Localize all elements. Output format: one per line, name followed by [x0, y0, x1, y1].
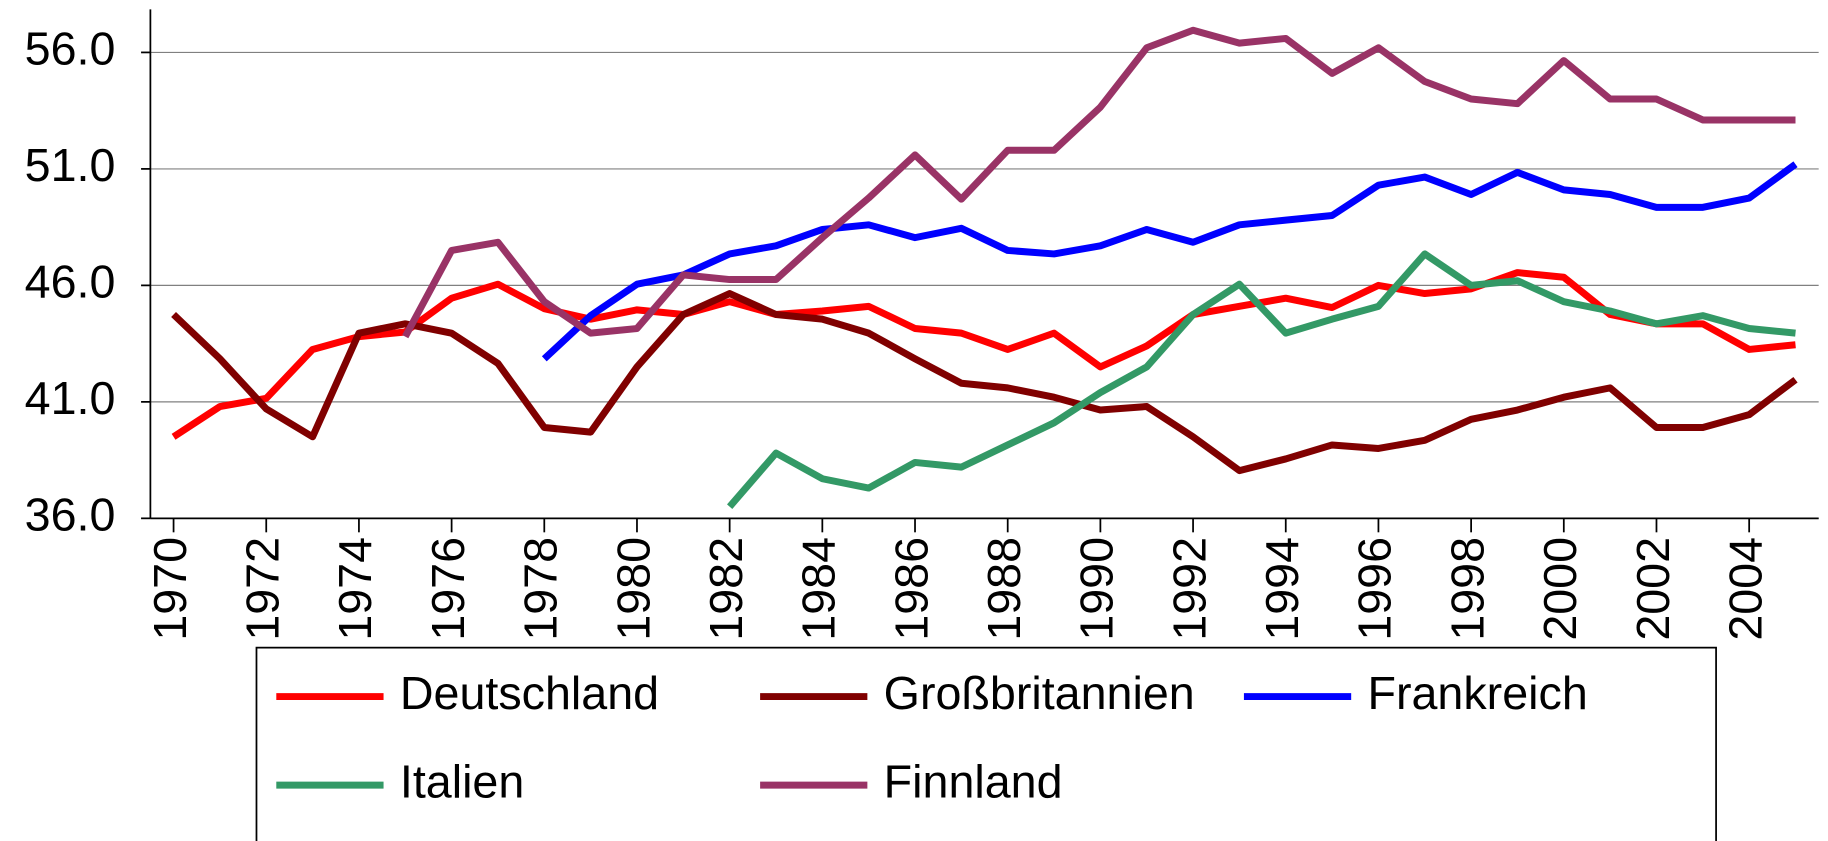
y-tick-label: 51.0 [25, 139, 116, 191]
x-tick-label: 1978 [515, 537, 567, 641]
x-tick-label: 2004 [1719, 537, 1771, 641]
x-tick-label: 1990 [1071, 537, 1123, 641]
legend: Deutschland Großbritannien Frankreich Itali… [255, 646, 1717, 841]
y-tick-label: 41.0 [25, 372, 116, 424]
y-tick-label: 46.0 [25, 256, 116, 308]
x-tick-label: 1986 [885, 537, 937, 641]
legend-label: Großbritannien [884, 667, 1195, 719]
series-line [171, 269, 1796, 440]
series-line [402, 26, 1796, 339]
x-tick-label: 1988 [978, 537, 1030, 641]
x-tick-label: 1992 [1163, 537, 1215, 641]
x-tick-label: 1998 [1441, 537, 1493, 641]
x-tick-label: 1972 [237, 537, 289, 641]
x-tick-label: 1974 [329, 537, 381, 641]
series-line [171, 290, 1798, 475]
x-tick-label: 1996 [1349, 537, 1401, 641]
series-line [727, 250, 1796, 509]
x-tick-label: 2002 [1627, 537, 1679, 641]
series-line [541, 161, 1798, 362]
x-tick-label: 1982 [700, 537, 752, 641]
legend-label: Frankreich [1368, 667, 1588, 719]
legend-label: Italien [400, 755, 524, 807]
y-tick-label: 56.0 [25, 23, 116, 75]
x-tick-label: 1976 [422, 537, 474, 641]
x-tick-label: 1980 [607, 537, 659, 641]
y-tick-label: 36.0 [25, 489, 116, 541]
legend-label: Deutschland [400, 667, 659, 719]
x-tick-label: 2000 [1534, 537, 1586, 641]
x-tick-label: 1984 [793, 537, 845, 641]
x-tick-label: 1994 [1256, 537, 1308, 641]
legend-label: Finnland [884, 755, 1063, 807]
x-tick-label: 1970 [144, 537, 196, 641]
legend-box [255, 646, 1717, 841]
